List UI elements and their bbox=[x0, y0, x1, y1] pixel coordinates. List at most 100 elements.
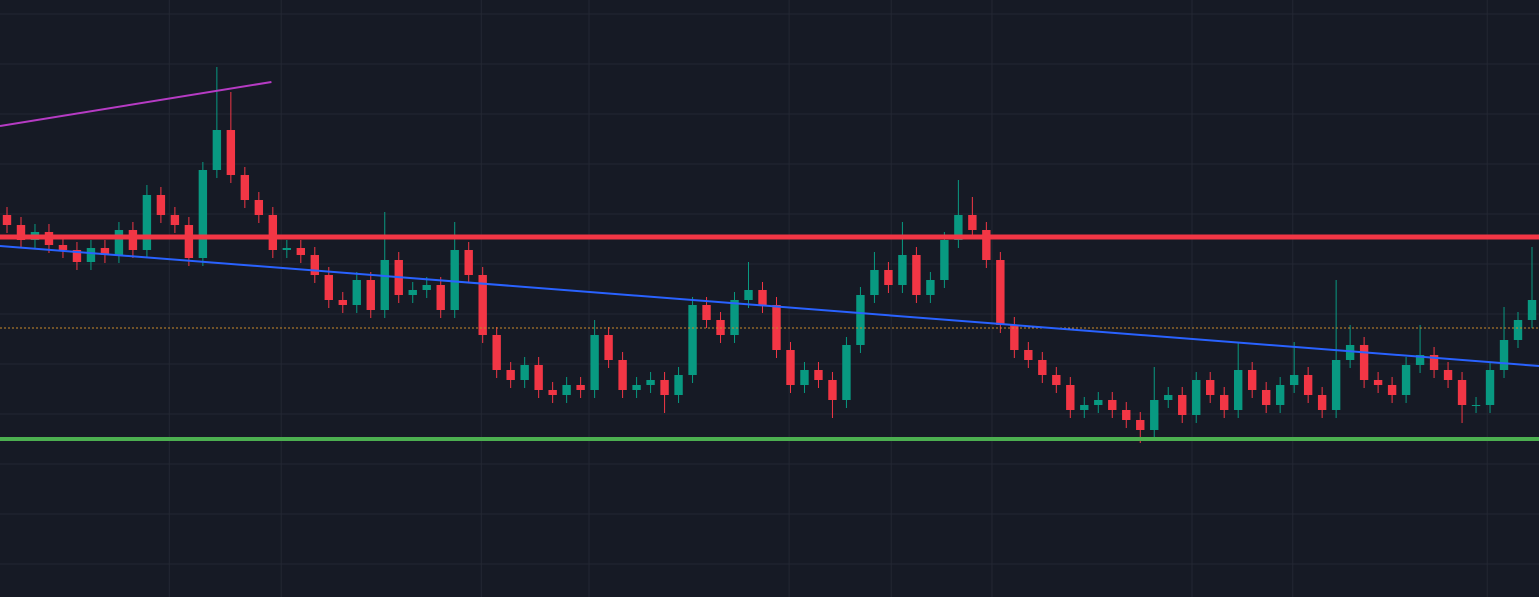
candle-body bbox=[1415, 355, 1425, 365]
candle-body bbox=[940, 240, 949, 280]
candle-body bbox=[1359, 345, 1369, 380]
candle-body bbox=[702, 305, 711, 320]
candle-body bbox=[296, 248, 306, 255]
candle-body bbox=[604, 335, 613, 360]
candle-body bbox=[1471, 405, 1481, 406]
candle-body bbox=[1038, 360, 1047, 375]
candle-body bbox=[576, 385, 585, 390]
candle-body bbox=[1136, 420, 1145, 430]
candle-body bbox=[478, 275, 487, 335]
trend-line bbox=[0, 245, 1539, 367]
candle-body bbox=[282, 248, 292, 250]
candle-body bbox=[1289, 375, 1299, 385]
candle-body bbox=[926, 280, 935, 295]
candle-body bbox=[1220, 395, 1229, 410]
candle-body bbox=[2, 215, 12, 225]
candle-body bbox=[590, 335, 599, 390]
candle-body bbox=[492, 335, 501, 370]
candle-body bbox=[674, 375, 683, 395]
candle-body bbox=[16, 225, 26, 240]
candle-body bbox=[1233, 370, 1243, 410]
candle-body bbox=[310, 255, 319, 275]
candle-body bbox=[968, 215, 977, 230]
candle-body bbox=[870, 270, 879, 295]
candle-body bbox=[1387, 385, 1397, 395]
candle-body bbox=[142, 195, 152, 250]
candle-body bbox=[520, 365, 529, 380]
candle-body bbox=[128, 230, 138, 250]
candle-body bbox=[72, 250, 82, 262]
candle-body bbox=[240, 175, 250, 200]
candle-body bbox=[1122, 410, 1131, 420]
candle-body bbox=[170, 215, 180, 225]
candle-body bbox=[786, 350, 795, 385]
candle-body bbox=[506, 370, 515, 380]
candle-body bbox=[436, 285, 445, 310]
candle-body bbox=[898, 255, 907, 285]
candle-body bbox=[562, 385, 571, 395]
candle-body bbox=[1261, 390, 1271, 405]
candle-body bbox=[268, 215, 278, 250]
candle-body bbox=[982, 230, 991, 260]
candle-body bbox=[1429, 355, 1439, 370]
candle-body bbox=[100, 248, 110, 255]
candle-body bbox=[800, 370, 809, 385]
candle-body bbox=[254, 200, 264, 215]
candle-body bbox=[212, 130, 222, 170]
candle-body bbox=[1066, 385, 1075, 410]
candle-body bbox=[324, 275, 333, 300]
candle-body bbox=[534, 365, 543, 390]
candle-body bbox=[1094, 400, 1103, 405]
candle-body bbox=[422, 285, 431, 290]
candle-body bbox=[688, 305, 697, 375]
candle-body bbox=[1499, 340, 1509, 370]
candle-body bbox=[996, 260, 1005, 325]
candle-body bbox=[632, 385, 641, 390]
candle-body bbox=[226, 130, 236, 175]
candle-body bbox=[198, 170, 208, 258]
candle-body bbox=[1024, 350, 1033, 360]
candle-body bbox=[1178, 395, 1187, 415]
candle-body bbox=[450, 250, 459, 310]
candle-body bbox=[758, 290, 767, 305]
candle-body bbox=[1345, 345, 1355, 360]
candle-body bbox=[618, 360, 627, 390]
candle-body bbox=[954, 215, 963, 240]
candle-body bbox=[1192, 380, 1201, 415]
candle-body bbox=[1485, 370, 1495, 405]
candle-body bbox=[1108, 400, 1117, 410]
candle-body bbox=[114, 230, 124, 255]
candle-body bbox=[730, 300, 739, 335]
candle-body bbox=[380, 260, 389, 310]
candle-body bbox=[156, 195, 166, 215]
candle-body bbox=[1080, 405, 1089, 410]
trend-line bbox=[0, 81, 272, 127]
candle-body bbox=[814, 370, 823, 380]
candle-body bbox=[58, 245, 68, 250]
candle-body bbox=[1317, 395, 1327, 410]
candle-body bbox=[1164, 395, 1173, 400]
candle-body bbox=[744, 290, 753, 300]
candle-body bbox=[1052, 375, 1061, 385]
candle-body bbox=[842, 345, 851, 400]
candle-body bbox=[1247, 370, 1257, 390]
candle-body bbox=[660, 380, 669, 395]
candle-body bbox=[884, 270, 893, 285]
candle-body bbox=[1303, 375, 1313, 395]
candle-body bbox=[1010, 325, 1019, 350]
candle-body bbox=[646, 380, 655, 385]
candle-body bbox=[1457, 380, 1467, 405]
candle-body bbox=[1513, 320, 1523, 340]
candle-body bbox=[912, 255, 921, 295]
candle-body bbox=[408, 290, 417, 295]
candle-body bbox=[464, 250, 473, 275]
candle-body bbox=[1401, 365, 1411, 395]
candle-body bbox=[1373, 380, 1383, 385]
candle-body bbox=[86, 248, 96, 262]
candle-body bbox=[828, 380, 837, 400]
candle-body bbox=[1150, 400, 1159, 430]
candle-body bbox=[1206, 380, 1215, 395]
